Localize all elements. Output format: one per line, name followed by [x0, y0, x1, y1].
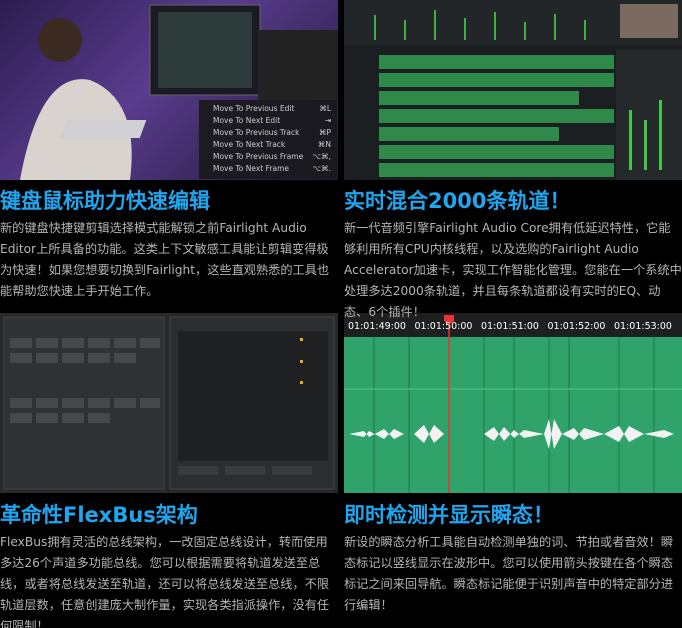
menu-shortcut: ⌥⌘,	[312, 152, 331, 162]
section-body: FlexBus拥有灵活的总线架构，一改固定总线设计，转而使用多达26个声道多功能…	[0, 535, 330, 628]
section-title: 实时混合2000条轨道！	[344, 189, 571, 213]
menu-label: Move To Previous Track	[213, 128, 300, 138]
menu-label: Move To Previous Edit	[213, 104, 295, 113]
section: 键盘鼠标助力快速编辑新的键盘快捷键剪辑选择模式能解锁之前Fairlight Au…	[0, 186, 338, 302]
timecode: 01:01:49:00	[348, 321, 406, 332]
section-title: 键盘鼠标助力快速编辑	[0, 189, 210, 213]
flexbus-art	[3, 316, 335, 490]
editing-photo: Move To Previous Edit ⌘L Move To Next Edit…	[0, 0, 338, 180]
context-menu: Move To Previous Edit ⌘L Move To Next Edit…	[199, 100, 337, 179]
menu-item: Move To Previous Track ⌘P	[199, 127, 337, 139]
mixer-art	[344, 0, 682, 180]
flexbus-screenshot	[0, 313, 338, 493]
waveform-screenshot: 01:01:49:00 01:01:50:00 01:01:51:00 01:01:5…	[344, 313, 682, 493]
menu-item: Move To Previous Edit ⌘L	[199, 103, 337, 115]
menu-item: Move To Next Edit ⇥	[199, 115, 337, 127]
menu-shortcut: ⌥⌘.	[312, 164, 331, 174]
timecode: 01:01:53:00	[614, 321, 672, 332]
menu-shortcut: ⌘N	[317, 140, 331, 150]
timecode: 01:01:52:00	[547, 321, 606, 332]
menu-shortcut: ⇥	[324, 116, 331, 126]
section-title: 即时检测并显示瞬态！	[344, 503, 554, 527]
menu-item: Move To Next Track ⌘N	[199, 139, 337, 151]
section: 即时检测并显示瞬态！ 新设的瞬态分析工具能自动检测单独的词、节拍或者音效！瞬态标记…	[344, 500, 682, 616]
menu-shortcut: ⌘P	[318, 128, 331, 138]
section: 实时混合2000条轨道！ 新一代音频引擎Fairlight Audio Core拥…	[344, 186, 682, 323]
section-body: 新设的瞬态分析工具能自动检测单独的词、节拍或者音效！瞬态标记以竖线显示在波形中。…	[344, 535, 674, 612]
section-title: 革命性FlexBus架构	[0, 503, 198, 527]
photo-art	[20, 4, 338, 180]
section-body: 新的键盘快捷键剪辑选择模式能解锁之前Fairlight Audio Editor…	[0, 221, 330, 298]
waveform-art	[344, 313, 682, 493]
menu-item: Move To Next Frame ⌥⌘.	[199, 163, 337, 175]
section-body: 新一代音频引擎Fairlight Audio Core拥有低延迟特性，它能够利用…	[344, 221, 682, 319]
menu-shortcut: ⌘L	[319, 104, 331, 113]
mixer-screenshot	[344, 0, 682, 180]
menu-label: Move To Next Track	[213, 140, 286, 150]
section: 革命性FlexBus架构 FlexBus拥有灵活的总线架构，一改固定总线设计，转而…	[0, 500, 338, 628]
menu-label: Move To Next Edit	[213, 116, 281, 126]
menu-item: Move To Previous Frame ⌥⌘,	[199, 151, 337, 163]
timecode: 01:01:51:00	[481, 321, 539, 332]
menu-label: Move To Previous Frame	[213, 152, 304, 162]
menu-label: Move To Next Frame	[213, 164, 289, 174]
timecode: 01:01:50:00	[414, 321, 473, 332]
